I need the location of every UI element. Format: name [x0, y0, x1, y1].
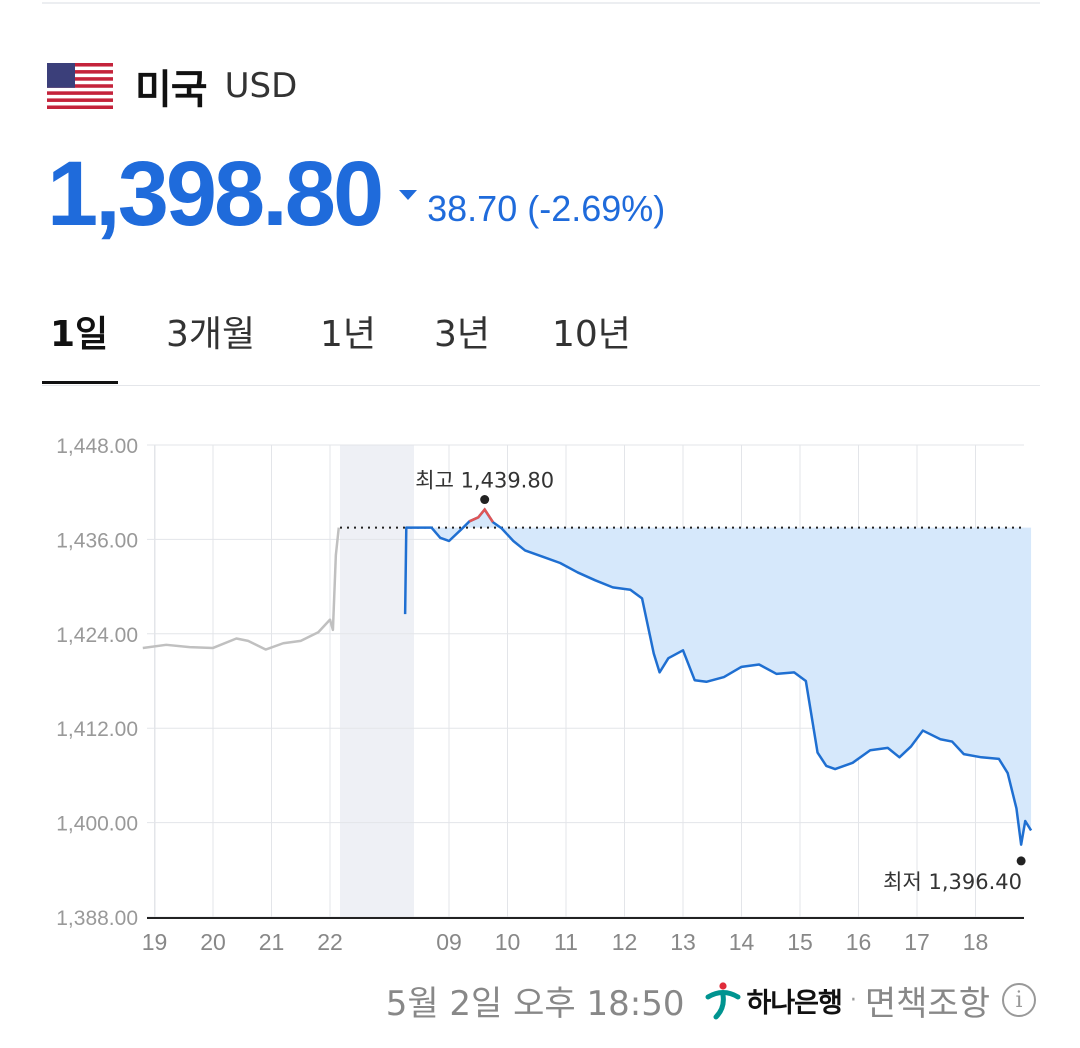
above-close-line — [468, 507, 494, 523]
x-tick-label: 18 — [963, 929, 989, 955]
chart-footer: 5월 2일 오후 18:50 하나은행 · 면책조항 i — [385, 978, 1036, 1024]
tab-3years[interactable]: 3년 — [434, 314, 491, 355]
currency-code: USD — [224, 66, 298, 106]
x-tick-label: 21 — [259, 929, 285, 955]
tab-1year[interactable]: 1년 — [320, 314, 377, 355]
exchange-rate-chart[interactable]: 1,448.00 1,436.00 1,424.00 1,412.00 1,400.00… — [0, 420, 1080, 960]
hana-bank-logo-icon — [705, 982, 740, 1020]
us-flag-icon — [47, 63, 113, 109]
currency-header: 미국 USD — [47, 62, 298, 113]
below-close-area — [406, 509, 1032, 845]
bank-name: 하나은행 — [746, 987, 843, 1019]
disclaimer-link[interactable]: 면책조항 — [864, 983, 990, 1024]
footer-separator: · — [849, 987, 857, 1013]
x-tick-label: 14 — [729, 929, 755, 955]
update-timestamp: 5월 2일 오후 18:50 — [385, 983, 685, 1024]
y-tick-label: 1,400.00 — [56, 813, 138, 836]
active-tab-indicator — [42, 381, 118, 384]
x-tick-label: 20 — [200, 929, 226, 955]
country-name: 미국 — [135, 67, 208, 113]
high-marker — [480, 495, 490, 505]
y-tick-label: 1,436.00 — [56, 529, 138, 552]
x-tick-label: 17 — [904, 929, 930, 955]
down-arrow-icon — [399, 190, 418, 200]
x-tick-label: 10 — [495, 929, 521, 955]
price-change: 38.70 (-2.69%) — [427, 188, 666, 229]
low-label: 최저 1,396.40 — [883, 870, 1022, 894]
x-tick-label: 16 — [846, 929, 872, 955]
low-marker — [1016, 856, 1026, 866]
previous-days-line — [142, 527, 341, 651]
moon-icon — [384, 932, 394, 952]
tab-1day[interactable]: 1일 — [50, 314, 109, 355]
top-divider — [42, 2, 1040, 4]
x-tick-label: 19 — [142, 929, 168, 955]
night-session-band — [340, 445, 414, 917]
x-tick-label: 22 — [317, 929, 343, 955]
y-tick-label: 1,412.00 — [56, 718, 138, 741]
y-tick-label: 1,424.00 — [56, 624, 138, 647]
y-tick-label: 1,388.00 — [56, 907, 138, 930]
info-icon[interactable]: i — [1002, 983, 1036, 1017]
x-tick-label: 13 — [670, 929, 696, 955]
x-tick-label: 12 — [612, 929, 638, 955]
tab-3months[interactable]: 3개월 — [166, 314, 256, 355]
x-tick-label: 09 — [436, 929, 462, 955]
x-tick-label: 15 — [787, 929, 813, 955]
high-label: 최고 1,439.80 — [415, 469, 554, 493]
x-tick-label: 11 — [554, 929, 578, 955]
y-tick-label: 1,448.00 — [56, 435, 138, 458]
quote-row: 1,398.80 38.70 (-2.69%) — [47, 140, 665, 240]
period-tabs: 1일 3개월 1년 3년 10년 — [42, 295, 1040, 386]
current-price: 1,398.80 — [47, 143, 384, 245]
tab-10years[interactable]: 10년 — [552, 314, 631, 355]
